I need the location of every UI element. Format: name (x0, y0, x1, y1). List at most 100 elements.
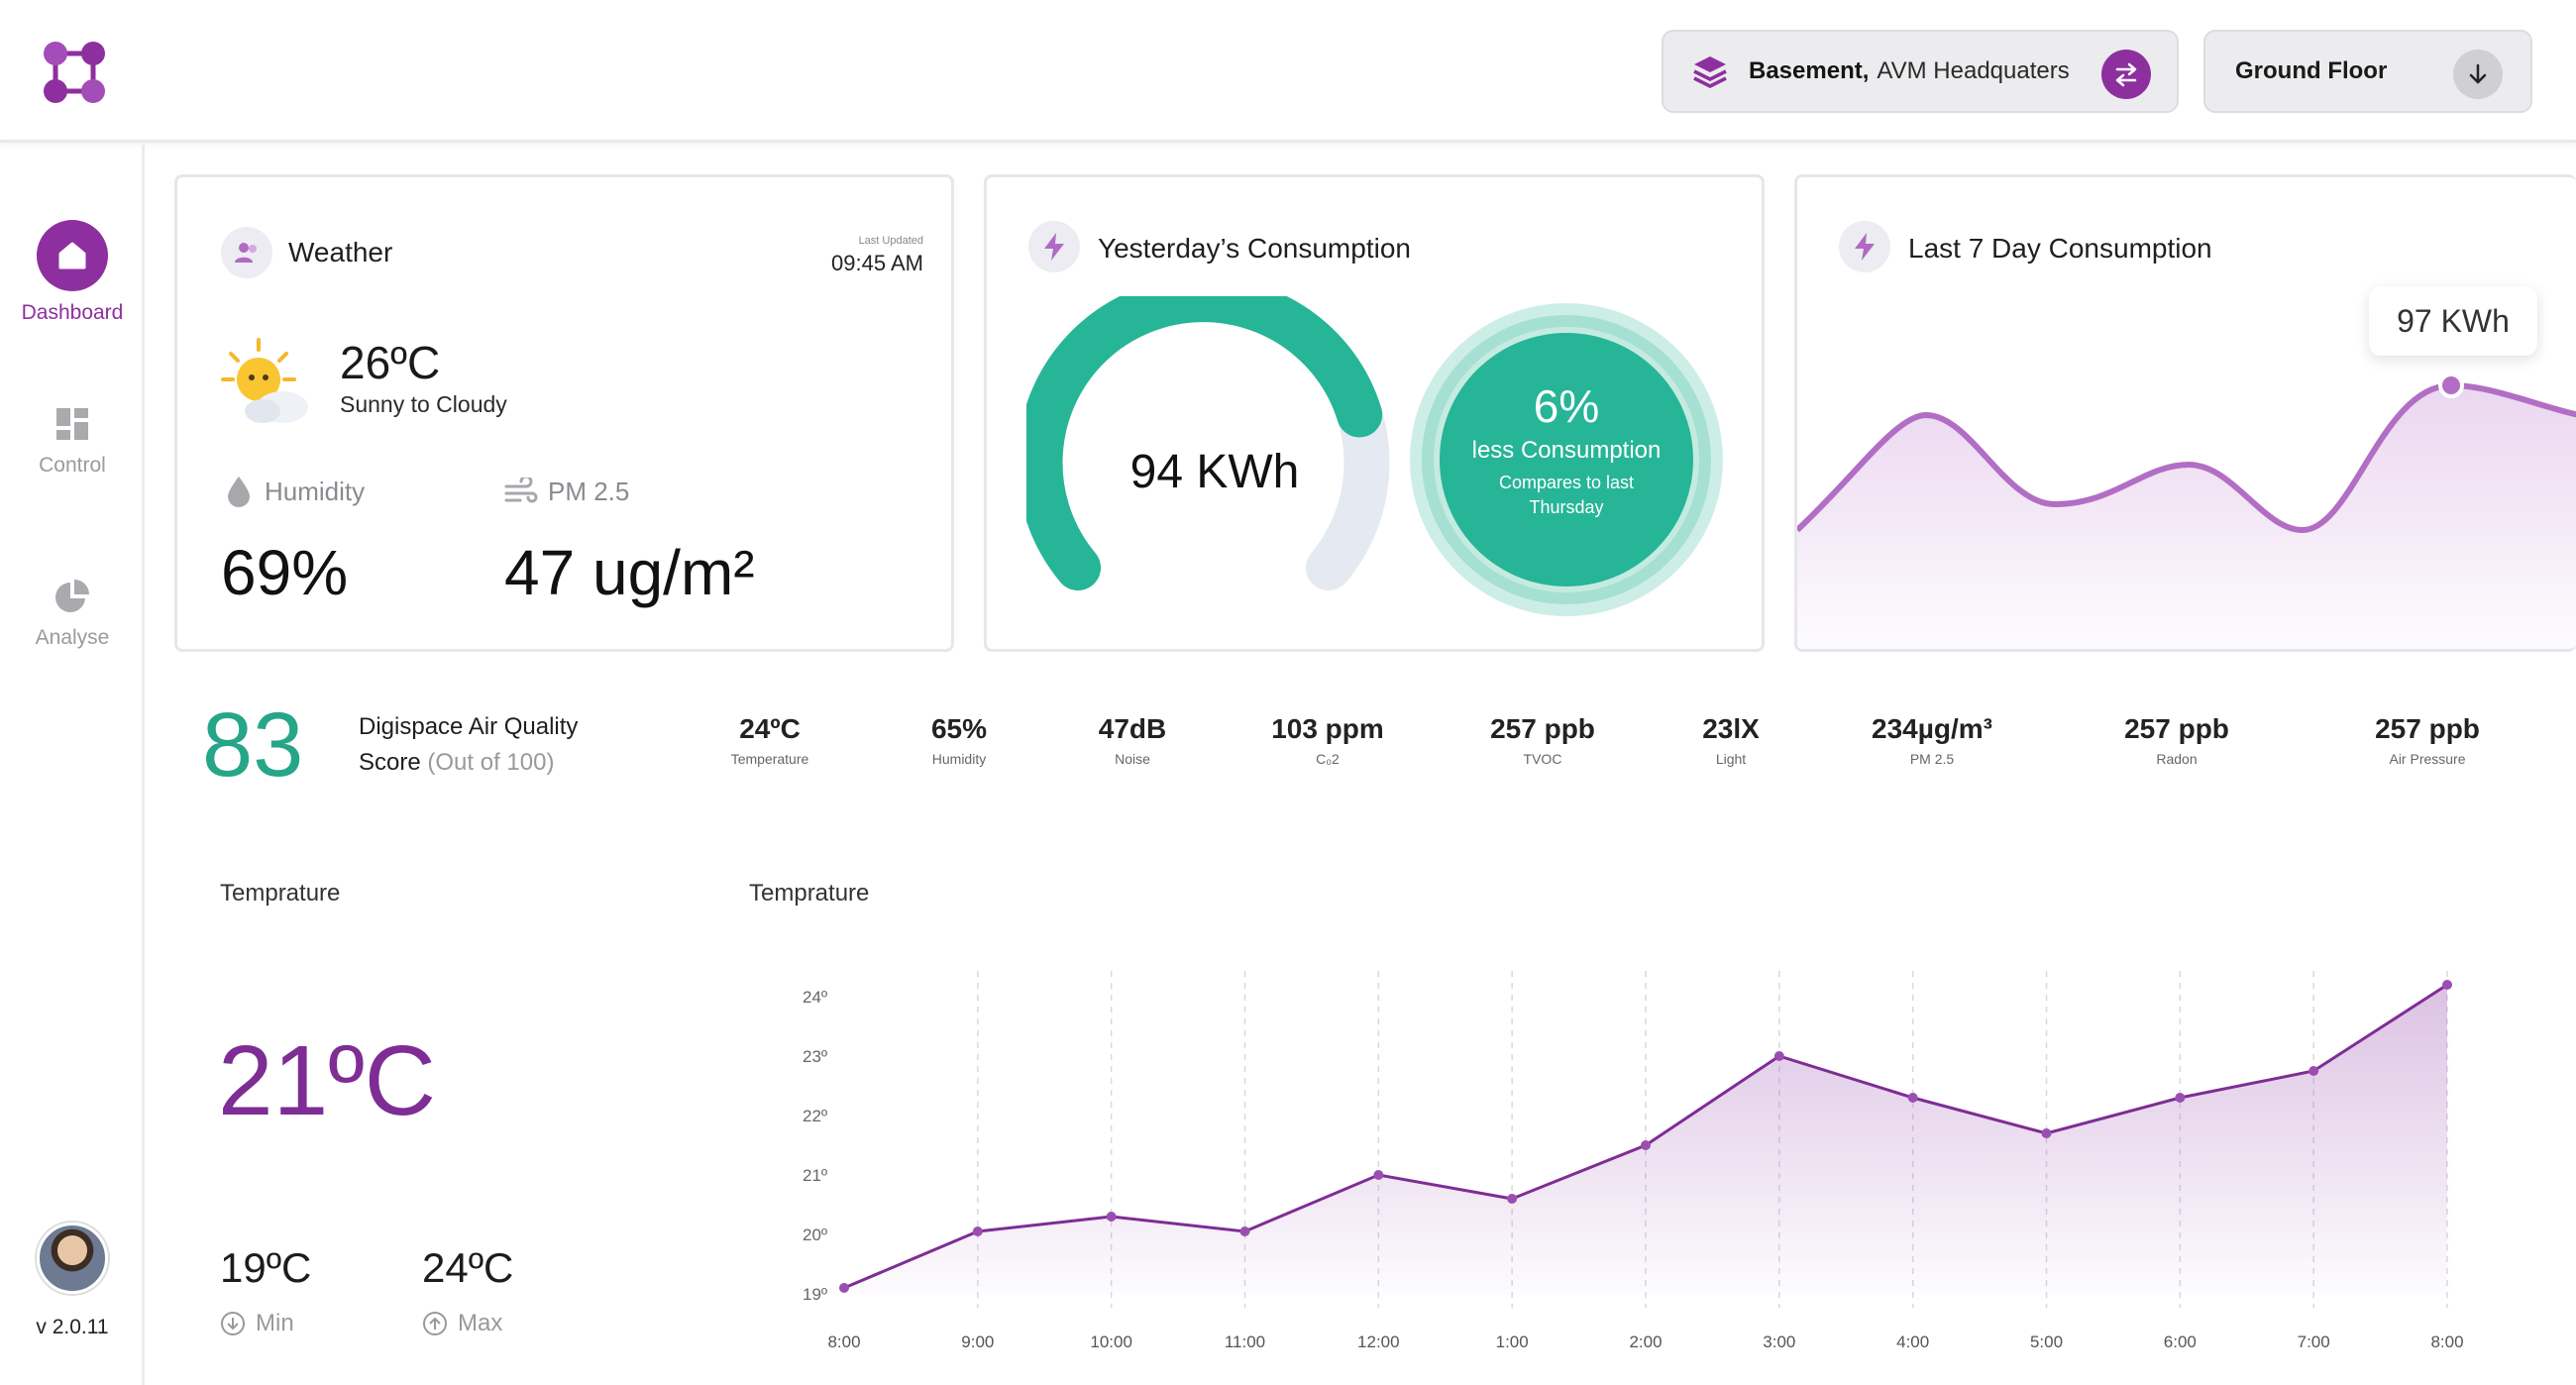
last-updated: Last Updated 09:45 AM (831, 235, 923, 276)
floor-dropdown-button[interactable] (2453, 50, 2503, 99)
metric-value: 257 ppb (2375, 713, 2480, 744)
metric-label: C₀2 (1316, 751, 1340, 767)
weather-card: Weather Last Updated 09:45 AM 26ºC Sunny… (174, 174, 954, 652)
home-icon (37, 220, 108, 291)
air-quality-title-muted: (Out of 100) (427, 749, 555, 776)
wind-icon (504, 478, 538, 503)
temperature-chart: 24º 23º 22º 21º 20º 19º 8:00 9:00 10:00 11:00 12:… (803, 971, 2464, 1351)
sidebar-item-label: Dashboard (21, 301, 124, 324)
y-tick-label: 24º (803, 988, 827, 1007)
metric-value: 257 ppb (2124, 713, 2229, 744)
pm-value: 47 ug/m² (504, 537, 755, 608)
location-selector[interactable]: Basement, AVM Headquaters (1662, 30, 2179, 113)
sidebar-item-label: Analyse (35, 626, 110, 649)
metric-value: 234µg/m³ (1872, 713, 1992, 744)
comparison-note: Compares to last (1498, 473, 1635, 492)
arrow-down-circle-icon (221, 1312, 245, 1335)
arrow-up-circle-icon (423, 1312, 447, 1335)
top-bar: Basement, AVM Headquaters Ground Floor (0, 0, 2576, 143)
temperature-points (839, 980, 2452, 1293)
data-point (1907, 1093, 1918, 1103)
week-consumption-chart (1797, 373, 2576, 649)
metric-value: 65% (930, 713, 988, 744)
sidebar-item-dashboard[interactable]: Dashboard (0, 220, 145, 325)
comparison-circle (1410, 303, 1723, 616)
data-point (1773, 1051, 1784, 1061)
data-point (1239, 1226, 1250, 1236)
sidebar: Dashboard Control Analyse v 2.0.11 (0, 145, 145, 1385)
data-point (972, 1226, 983, 1236)
humidity-value: 69% (221, 537, 349, 608)
sidebar-item-analyse[interactable]: Analyse (0, 577, 145, 650)
x-tick-label: 8:00 (2430, 1332, 2463, 1351)
pie-icon (53, 577, 92, 616)
data-point (1507, 1194, 1518, 1204)
consumption-gauge (1026, 296, 1390, 590)
comparison-text: 6% less Consumption Compares to last Thu… (1403, 379, 1730, 518)
metric-value: 47dB (1098, 713, 1167, 744)
sidebar-item-control[interactable]: Control (0, 404, 145, 478)
metric-light: 23lX Light (1676, 713, 1785, 767)
metric-value: 257 ppb (1490, 713, 1595, 744)
metric-air-pressure: 257 ppb Air Pressure (2353, 713, 2502, 767)
last-updated-time: 09:45 AM (831, 251, 923, 275)
sidebar-item-label: Control (39, 454, 106, 477)
metric-tvoc: 257 ppb TVOC (1468, 713, 1617, 767)
data-point (2442, 980, 2452, 990)
people-icon (221, 227, 272, 278)
metric-temperature: 24ºC Temperature (715, 713, 824, 767)
x-tick-label: 12:00 (1357, 1332, 1400, 1351)
data-point (1373, 1170, 1384, 1180)
x-tick-label: 9:00 (961, 1332, 994, 1351)
data-point (2308, 1066, 2319, 1076)
metric-pm25: 234µg/m³ PM 2.5 (1853, 713, 2011, 767)
metric-value: 103 ppm (1271, 713, 1384, 744)
floor-selector[interactable]: Ground Floor (2203, 30, 2532, 113)
x-tick-label: 6:00 (2164, 1332, 2197, 1351)
air-quality-score: 83 (202, 694, 304, 796)
app-version: v 2.0.11 (36, 1316, 109, 1338)
comparison-less: less Consumption (1471, 437, 1662, 464)
weather-condition: Sunny to Cloudy (340, 391, 507, 417)
data-point (1641, 1140, 1651, 1150)
x-tick-label: 2:00 (1629, 1332, 1662, 1351)
data-point (2041, 1128, 2052, 1138)
metric-label: Air Pressure (2389, 751, 2466, 767)
bolt-icon (1028, 221, 1080, 272)
x-tick-label: 4:00 (1896, 1332, 1929, 1351)
layers-icon (1693, 56, 1727, 88)
current-temperature: 21ºC (218, 1025, 436, 1136)
x-tick-label: 5:00 (2030, 1332, 2063, 1351)
metric-label: PM 2.5 (1909, 751, 1955, 767)
metric-label: Noise (1115, 751, 1150, 767)
air-quality-title: Digispace Air Quality Score (Out of 100) (359, 709, 578, 781)
floor-label: Ground Floor (2235, 57, 2388, 84)
metric-value: 24ºC (739, 713, 801, 744)
x-tick-label: 3:00 (1763, 1332, 1795, 1351)
metric-label: Light (1715, 751, 1747, 767)
avatar[interactable] (37, 1223, 108, 1294)
max-indicator: Max (422, 1310, 502, 1337)
comparison-day: Thursday (1529, 497, 1604, 517)
comparison-percent: 6% (1533, 380, 1600, 432)
pm-label: PM 2.5 (548, 477, 630, 506)
swap-location-button[interactable] (2101, 50, 2151, 99)
x-tick-label: 10:00 (1090, 1332, 1132, 1351)
location-site: AVM Headquaters (1877, 57, 2070, 84)
temperature-area (844, 985, 2447, 1294)
droplet-icon (228, 477, 250, 507)
min-indicator: Min (220, 1310, 294, 1337)
metric-label: Temperature (730, 751, 809, 767)
metric-label: Humidity (931, 751, 987, 767)
temperature-panel-label: Temprature (220, 880, 341, 906)
weather-title: Weather (288, 237, 393, 267)
air-quality-title-line2: Score (359, 749, 421, 776)
x-tick-label: 7:00 (2298, 1332, 2330, 1351)
week-tooltip: 97 KWh (2369, 286, 2537, 356)
app-logo[interactable] (42, 40, 107, 105)
location-building: Basement, (1749, 57, 1870, 84)
data-point (2175, 1093, 2186, 1103)
max-temperature: 24ºC (422, 1244, 514, 1291)
y-tick-label: 19º (803, 1285, 827, 1304)
weather-temperature: 26ºC (340, 337, 441, 388)
